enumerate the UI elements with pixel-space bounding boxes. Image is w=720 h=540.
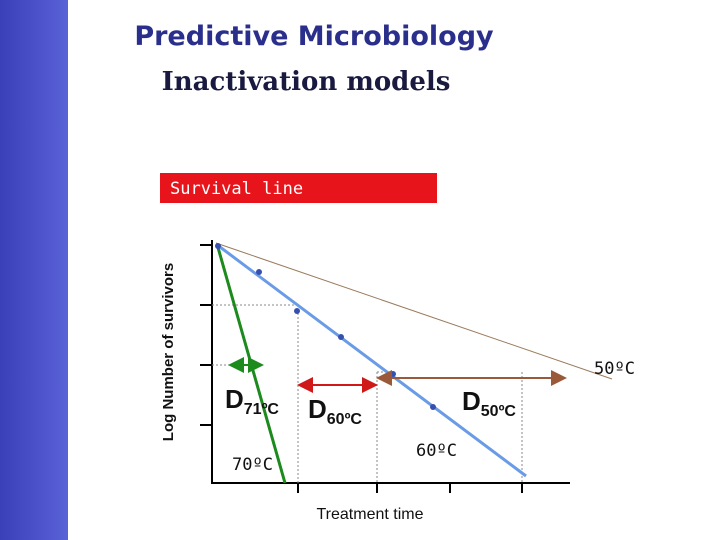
d60-label: D60ºC [308,394,362,428]
d-subscript: 71ºC [244,401,280,418]
d-subscript: 50ºC [481,403,517,420]
line-60c [215,242,527,478]
line-70c [215,243,287,484]
banner-label: Survival line [170,179,303,199]
d-symbol: D [225,384,244,414]
line-50c [215,242,613,380]
subtitle: Inactivation models [162,67,451,97]
curve-label: 60ºC [416,441,457,461]
d71-label: D71ºC [225,384,279,418]
title: Predictive Microbiology [134,21,494,52]
curve-label: 70ºC [232,455,273,475]
d50-label: D50ºC [462,386,516,420]
banner [160,173,437,203]
d-subscript: 60ºC [327,411,363,428]
y-axis-label: Log Number of survivors [160,263,177,441]
curve-label: 50ºC [594,359,635,379]
side-bar [0,0,68,540]
d-symbol: D [308,394,327,424]
axes [200,240,570,493]
x-axis-label: Treatment time [317,506,424,523]
d-symbol: D [462,386,481,416]
